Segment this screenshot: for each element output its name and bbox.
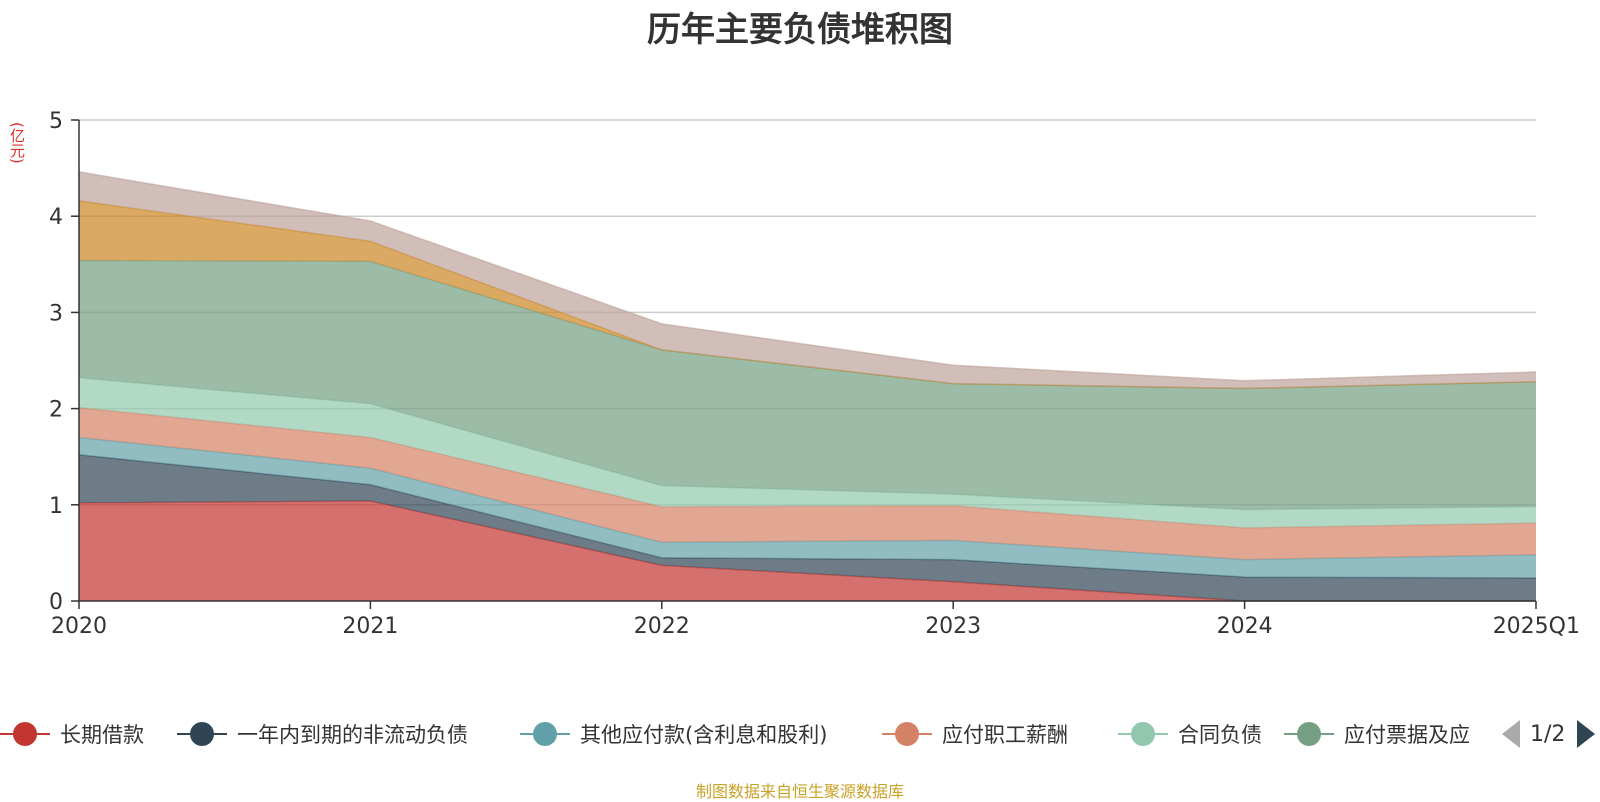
legend-item[interactable]: 其他应付款(含利息和股利) [520, 716, 827, 752]
legend-marker-icon [177, 716, 227, 752]
legend-marker-icon [1118, 716, 1168, 752]
x-tick-label: 2021 [342, 614, 398, 639]
legend-label: 一年内到期的非流动负债 [237, 723, 468, 747]
legend-marker-icon [520, 716, 570, 752]
legend-label: 其他应付款(含利息和股利) [580, 723, 828, 747]
legend-marker-icon [1284, 716, 1334, 752]
area-series-0 [79, 501, 1536, 601]
chart-title: 历年主要负债堆积图 [647, 10, 953, 50]
legend-label: 合同负债 [1178, 723, 1262, 747]
legend-item[interactable]: 长期借款 [0, 716, 144, 752]
y-axis-unit-label: (亿元) [8, 122, 26, 164]
y-tick-label: 1 [49, 494, 63, 519]
legend-item[interactable]: 应付票据及应 [1284, 716, 1470, 752]
data-source-note: 制图数据来自恒生聚源数据库 [695, 782, 904, 801]
x-tick-label: 2020 [51, 614, 107, 639]
legend-next-icon[interactable] [1577, 720, 1596, 748]
legend-marker-icon [0, 716, 50, 752]
x-tick-label: 2023 [925, 614, 981, 639]
y-tick-label: 5 [49, 109, 63, 134]
legend-label: 长期借款 [60, 723, 144, 747]
area-series-1 [79, 454, 1536, 601]
legend-item[interactable]: 合同负债 [1118, 716, 1262, 752]
legend-page-indicator: 1/2 [1530, 721, 1566, 747]
legend-prev-icon[interactable] [1502, 720, 1520, 748]
legend-label: 应付职工薪酬 [942, 723, 1068, 747]
x-tick-label: 2025Q1 [1493, 614, 1580, 639]
area-series-4 [79, 377, 1536, 528]
legend-marker-icon [882, 716, 932, 752]
area-series-5 [79, 260, 1536, 510]
legend-items: 长期借款 一年内到期的非流动负债 其他应付款(含利息和股利) 应付职工薪酬 合同负债 应付… [0, 716, 1484, 752]
x-tick-label: 2022 [634, 614, 690, 639]
y-tick-label: 0 [49, 590, 63, 615]
area-edge-7 [78, 171, 1537, 382]
x-tick-label: 2024 [1217, 614, 1273, 639]
y-tick-label: 3 [49, 301, 63, 326]
legend-pager: 1/2 [1502, 716, 1596, 752]
legend: 长期借款 一年内到期的非流动负债 其他应付款(含利息和股利) 应付职工薪酬 合同负债 应付… [0, 716, 1600, 752]
area-series-2 [79, 437, 1536, 578]
y-tick-label: 4 [49, 205, 63, 230]
legend-item[interactable]: 应付职工薪酬 [882, 716, 1068, 752]
legend-item[interactable]: 一年内到期的非流动负债 [177, 716, 468, 752]
y-tick-label: 2 [49, 398, 63, 423]
legend-label: 应付票据及应 [1344, 723, 1470, 747]
